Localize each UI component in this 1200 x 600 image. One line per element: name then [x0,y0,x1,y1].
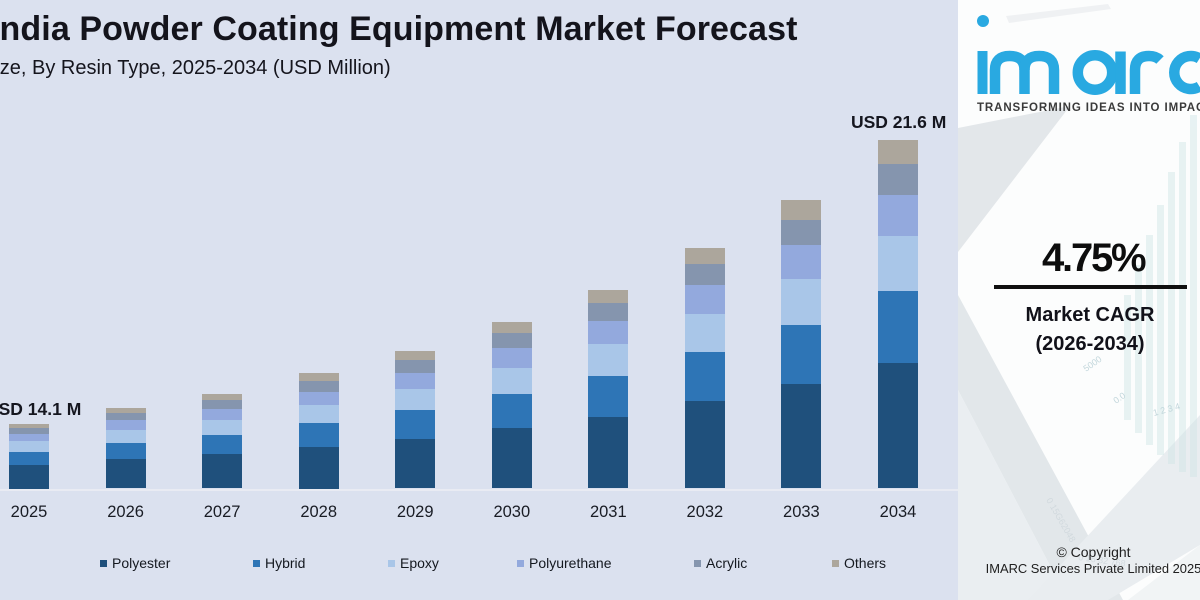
svg-text:TRANSFORMING IDEAS INTO IMPACT: TRANSFORMING IDEAS INTO IMPACT [977,102,1200,114]
